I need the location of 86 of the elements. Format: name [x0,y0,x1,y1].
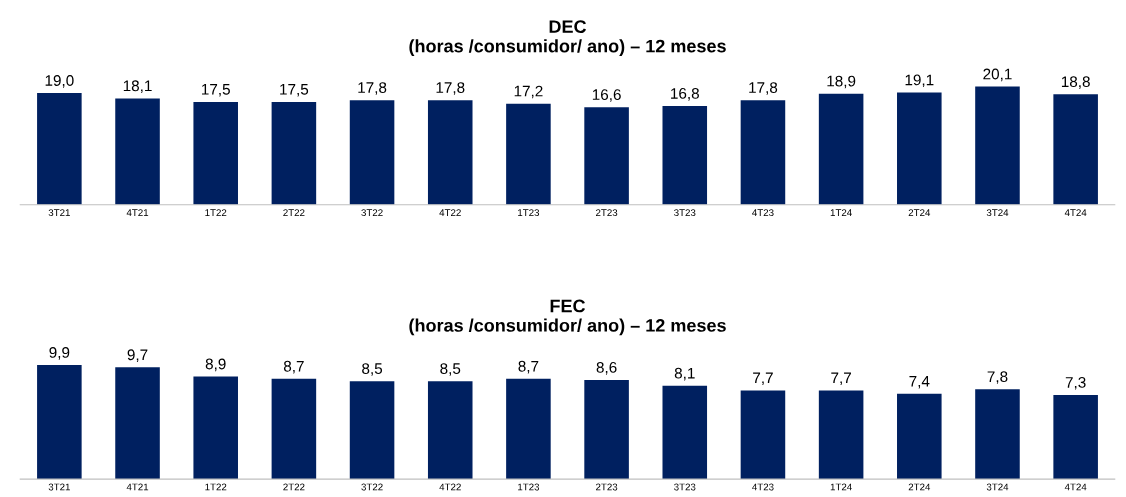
data-label: 8,1 [674,367,695,381]
chart-title: DEC (horas /consumidor/ ano) – 12 meses [409,20,726,57]
data-label: 17,5 [280,84,309,97]
data-label: 17,8 [358,82,387,95]
data-label: 9,9 [49,347,70,360]
data-label: 16,6 [592,89,621,102]
x-tick-label: 3T21 [48,209,70,217]
data-label: 8,5 [362,363,383,376]
x-tick-label: 2T23 [596,483,618,491]
bar [897,92,942,205]
bar [37,365,82,480]
x-tick-label: 4T23 [752,483,774,491]
bar [193,101,238,205]
data-label: 18,9 [827,75,856,89]
data-label: 16,8 [671,88,699,101]
x-tick-label: 4T24 [1064,209,1087,216]
x-tick-label: 4T21 [126,483,149,491]
data-label: 7,7 [753,372,773,386]
bar [740,100,786,205]
data-label: 7,8 [987,371,1008,384]
data-label: 17,5 [202,84,230,97]
x-tick-label: 2T22 [283,483,305,491]
x-tick-label: 3T23 [674,209,696,217]
bar [271,378,317,480]
x-tick-label: 2T24 [908,209,931,216]
data-label: 7,7 [831,372,851,386]
x-tick-label: 1T24 [830,483,852,491]
x-tick-label: 4T24 [1064,483,1087,491]
x-tick-label: 1T24 [830,209,852,216]
x-tick-label: 1T22 [205,209,227,216]
x-tick-label: 2T23 [596,209,618,217]
bar [427,100,473,205]
x-tick-label: 3T24 [986,209,1009,217]
bar [193,376,238,480]
data-label: 17,8 [436,82,465,95]
data-label: 8,7 [518,360,539,374]
bar [37,93,82,205]
bar [506,378,551,480]
x-tick-label: 2T24 [908,483,931,491]
bar [349,381,395,480]
bar [662,385,708,480]
bar [662,106,708,205]
data-label: 7,3 [1065,376,1086,390]
x-tick-label: 3T24 [986,483,1009,491]
bar [349,100,395,205]
data-label: 19,0 [45,75,74,88]
data-label: 17,8 [749,82,778,95]
data-label: 7,4 [909,376,930,389]
bar [506,103,551,205]
bar [818,93,864,205]
data-label: 20,1 [983,68,1012,82]
bar [584,380,629,480]
data-label: 8,5 [440,363,461,376]
data-label: 19,1 [905,74,934,88]
bar [115,98,160,205]
x-tick-label: 4T22 [439,483,461,491]
x-tick-label: 3T23 [674,483,696,491]
bar [427,381,473,480]
data-label: 8,9 [205,358,226,372]
data-label: 18,8 [1061,76,1090,89]
bar [975,86,1020,205]
bar [115,367,160,480]
data-label: 9,7 [127,349,148,362]
bar [740,390,786,480]
x-tick-label: 4T21 [126,209,149,216]
x-tick-label: 1T23 [518,483,540,491]
bar [897,393,942,480]
x-tick-label: 3T22 [361,483,383,491]
x-tick-label: 2T22 [283,209,305,216]
data-label: 17,2 [514,85,543,99]
x-tick-label: 3T21 [48,483,70,491]
x-tick-label: 1T23 [518,209,540,217]
data-label: 8,6 [596,362,617,375]
bar [1053,94,1098,205]
bar [1053,395,1098,480]
x-tick-label: 4T23 [752,209,774,217]
bar [584,107,629,205]
bar [271,101,317,205]
data-label: 18,1 [123,80,152,93]
x-tick-label: 1T22 [205,483,227,491]
data-label: 8,7 [283,360,304,374]
x-tick-label: 4T22 [439,209,461,216]
bar [975,389,1020,480]
chart-title: FEC (horas /consumidor/ ano) – 12 meses [409,299,726,336]
bar [818,390,864,480]
x-tick-label: 3T22 [361,209,383,217]
